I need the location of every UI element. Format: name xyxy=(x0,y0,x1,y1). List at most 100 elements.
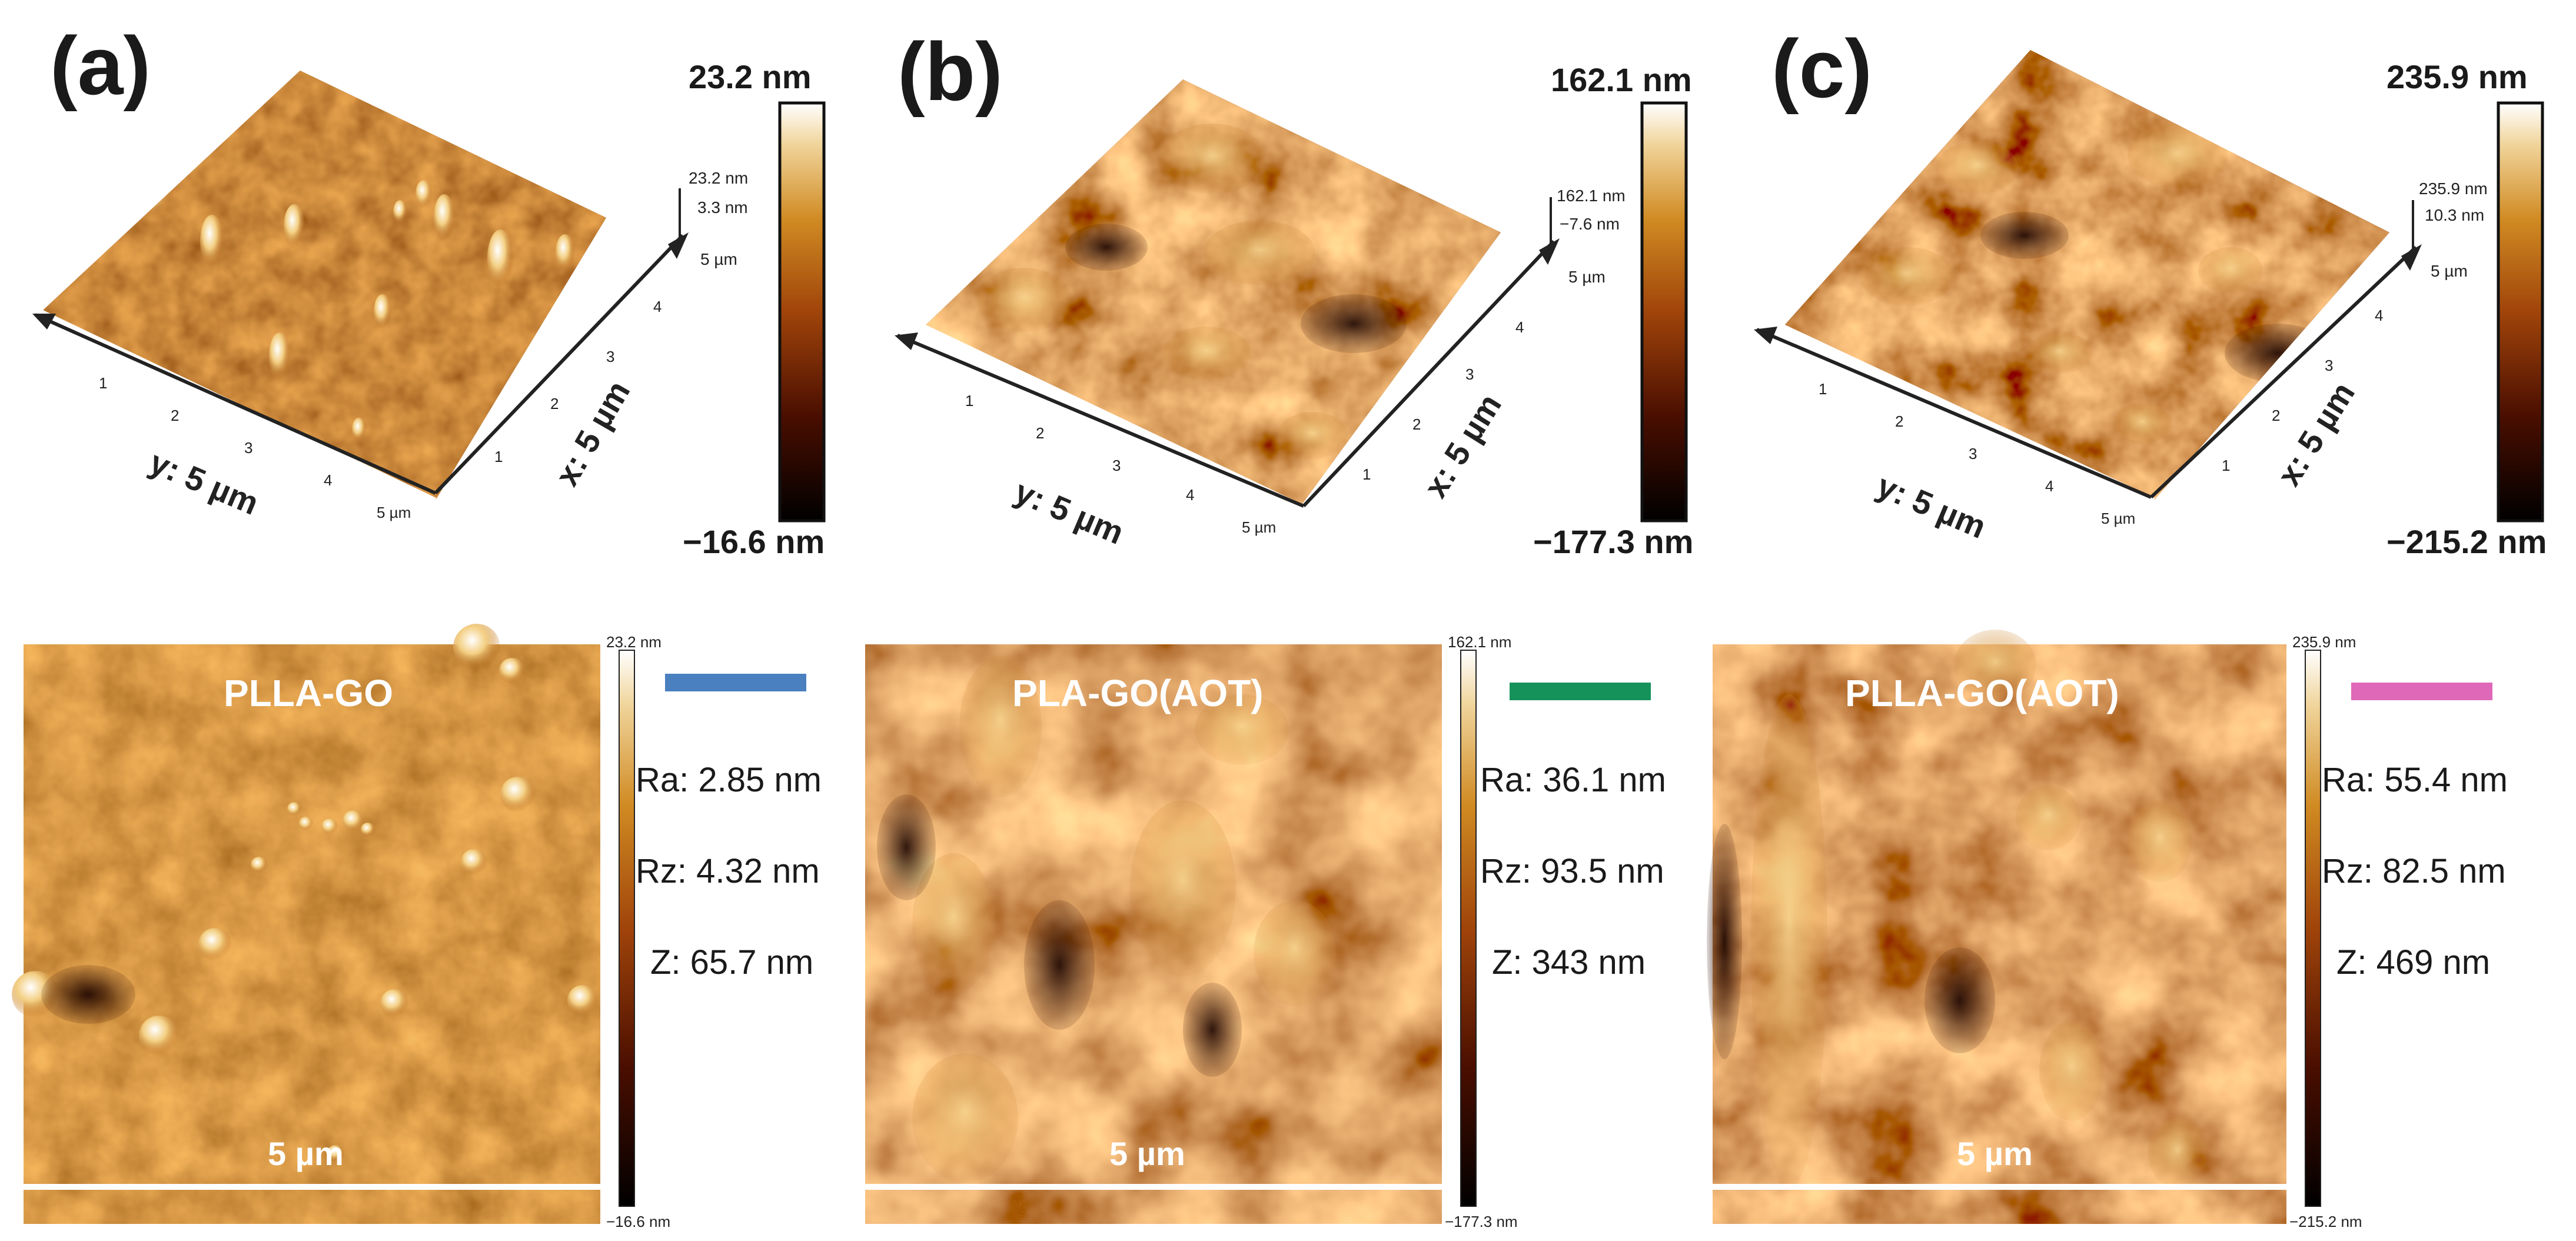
panel-b-colorbar-min: −177.3 nm xyxy=(1533,523,1693,560)
panel-a-2d-map: PLLA-GO 5 µm 23.2 nm −16.6 nm Ra: 2.85 n… xyxy=(12,624,822,1230)
panel-a-x-axis-label: x: 5 µm xyxy=(548,374,637,492)
tick-label: 3 xyxy=(1465,365,1474,383)
panel-a-surface xyxy=(40,71,606,503)
panel-b-3d-view: (b) 1 2 3 4 xyxy=(895,25,1693,560)
panel-b-scale-bar xyxy=(865,1184,1442,1190)
tick-label: 1 xyxy=(99,374,107,392)
tick-label: 4 xyxy=(653,298,662,315)
tick-label: 4 xyxy=(2045,477,2053,495)
panel-b-colorbar: 162.1 nm −177.3 nm xyxy=(1533,61,1693,560)
panel-c-sample-label: PLLA-GO(AOT) xyxy=(1845,672,2119,714)
panel-a-x-ticks: 1 2 3 4 xyxy=(494,298,662,465)
tick-label: 2 xyxy=(1412,415,1421,433)
panel-c-letter: (c) xyxy=(1771,22,1872,115)
tick-label: 3 xyxy=(1969,445,1977,463)
tick-label: 3 xyxy=(2325,357,2333,374)
panel-a-scale-bar xyxy=(24,1184,600,1190)
panel-a-map-max: 23.2 nm xyxy=(606,633,662,651)
panel-b-y-ticks: 1 2 3 4 5 µm xyxy=(965,392,1276,536)
tick-label: 1 xyxy=(965,392,973,410)
tick-label: 4 xyxy=(2375,307,2383,324)
panel-c-x-axis-label: x: 5 µm xyxy=(2270,375,2362,492)
panel-c-map-colorbar: 235.9 nm −215.2 nm xyxy=(2289,633,2362,1230)
panel-c-x-ticks: 1 2 3 4 xyxy=(2222,307,2383,474)
panel-c-y-ticks: 1 2 3 4 5 µm xyxy=(1819,380,2135,527)
panel-c-map-max: 235.9 nm xyxy=(2292,633,2356,651)
tick-label: 2 xyxy=(550,395,559,412)
tick-label: 2 xyxy=(171,407,179,424)
panel-c-map-min: −215.2 nm xyxy=(2289,1213,2362,1230)
panel-c-scale-bar xyxy=(1713,1184,2286,1190)
panel-a-letter: (a) xyxy=(50,19,151,112)
panel-c-inset-top: 235.9 nm xyxy=(2419,179,2488,198)
panel-c-inset-mid: 10.3 nm xyxy=(2425,206,2484,224)
panel-b-colorbar-max: 162.1 nm xyxy=(1551,61,1692,98)
panel-a-colorbar-min: −16.6 nm xyxy=(683,523,825,560)
panel-a-colorbar: 23.2 nm −16.6 nm xyxy=(683,58,826,560)
panel-a-particles xyxy=(12,624,598,1162)
tick-label: 3 xyxy=(606,348,614,365)
tick-label: 3 xyxy=(244,439,252,457)
panel-b-features xyxy=(877,656,1336,1183)
panel-c-rz: Rz: 82.5 nm xyxy=(2322,852,2506,890)
tick-label: 4 xyxy=(1186,486,1194,504)
panel-a-rz: Rz: 4.32 nm xyxy=(636,852,820,890)
tick-label: 1 xyxy=(2222,457,2230,474)
tick-label: 2 xyxy=(2272,407,2280,424)
panel-c-inset-z: 5 µm xyxy=(2431,262,2468,280)
panel-c-ra: Ra: 55.4 nm xyxy=(2322,761,2508,799)
panel-a-map-colorbar: 23.2 nm −16.6 nm xyxy=(606,633,670,1230)
panel-b-surface xyxy=(923,79,1501,508)
tick-label: 3 xyxy=(1112,457,1121,474)
panel-a-colorbar-max: 23.2 nm xyxy=(689,58,812,95)
panel-a-legend-swatch xyxy=(665,674,806,691)
tick-label: 1 xyxy=(494,448,503,465)
panel-b-letter: (b) xyxy=(898,25,1003,118)
panel-a-inset-mid: 3.3 nm xyxy=(697,198,748,217)
panel-b-2d-map: PLA-GO(AOT) 5 µm 162.1 nm −177.3 nm Ra: … xyxy=(865,633,1666,1230)
tick-label: 5 µm xyxy=(1242,518,1276,536)
panel-c-3d-view: (c) 1 2 3 xyxy=(1754,22,2547,560)
panel-c-2d-map: PLLA-GO(AOT) 5 µm 235.9 nm −215.2 nm Ra:… xyxy=(1707,630,2508,1230)
panel-b-sample-label: PLA-GO(AOT) xyxy=(1012,672,1264,714)
panel-b-inset-mid: −7.6 nm xyxy=(1560,215,1620,233)
panel-b-rz: Rz: 93.5 nm xyxy=(1480,852,1664,890)
panel-c-scale-label: 5 µm xyxy=(1957,1135,2033,1172)
panel-a-y-ticks: 1 2 3 4 5 µm xyxy=(99,374,411,521)
panel-c-y-axis-label: y: 5 µm xyxy=(1872,467,1991,545)
panel-b-scale-label: 5 µm xyxy=(1109,1135,1185,1172)
panel-a-3d-view: (a) xyxy=(32,19,826,560)
tick-label: 5 µm xyxy=(2101,510,2135,527)
tick-label: 5 µm xyxy=(377,504,411,521)
tick-label: 1 xyxy=(1819,380,1827,398)
panel-c-legend-swatch xyxy=(2351,683,2492,700)
panel-c-colorbar-min: −215.2 nm xyxy=(2386,523,2547,560)
tick-label: 4 xyxy=(1515,318,1524,336)
panel-b-inset-top: 162.1 nm xyxy=(1557,187,1626,205)
panel-b-ra: Ra: 36.1 nm xyxy=(1480,761,1666,799)
panel-a-scale-label: 5 µm xyxy=(268,1135,344,1172)
panel-b-map-max: 162.1 nm xyxy=(1448,633,1511,651)
panel-b-map-colorbar: 162.1 nm −177.3 nm xyxy=(1445,633,1518,1230)
panel-c-z: Z: 469 nm xyxy=(2336,943,2490,982)
tick-label: 2 xyxy=(1895,412,1903,430)
panel-b-x-axis-label: x: 5 µm xyxy=(1417,387,1508,504)
panel-b-z: Z: 343 nm xyxy=(1492,943,1646,982)
panel-a-inset-top: 23.2 nm xyxy=(689,169,748,187)
panel-a-map-min: −16.6 nm xyxy=(606,1213,670,1230)
panel-b-inset-z: 5 µm xyxy=(1568,268,1606,286)
panel-a-ra: Ra: 2.85 nm xyxy=(636,761,822,799)
tick-label: 1 xyxy=(1362,465,1371,483)
tick-label: 2 xyxy=(1036,424,1044,442)
panel-c-colorbar-max: 235.9 nm xyxy=(2386,58,2528,95)
panel-b-x-ticks: 1 2 3 4 xyxy=(1362,318,1524,483)
panel-b-map-min: −177.3 nm xyxy=(1445,1213,1518,1230)
panel-b-legend-swatch xyxy=(1510,683,1651,700)
panel-a-sample-label: PLLA-GO xyxy=(224,672,393,714)
panel-c-colorbar: 235.9 nm −215.2 nm xyxy=(2386,58,2547,560)
panel-c-features xyxy=(1707,630,2207,1189)
panel-a-z: Z: 65.7 nm xyxy=(650,943,813,982)
tick-label: 4 xyxy=(324,471,332,489)
panel-b-y-axis-label: y: 5 µm xyxy=(1009,473,1129,551)
